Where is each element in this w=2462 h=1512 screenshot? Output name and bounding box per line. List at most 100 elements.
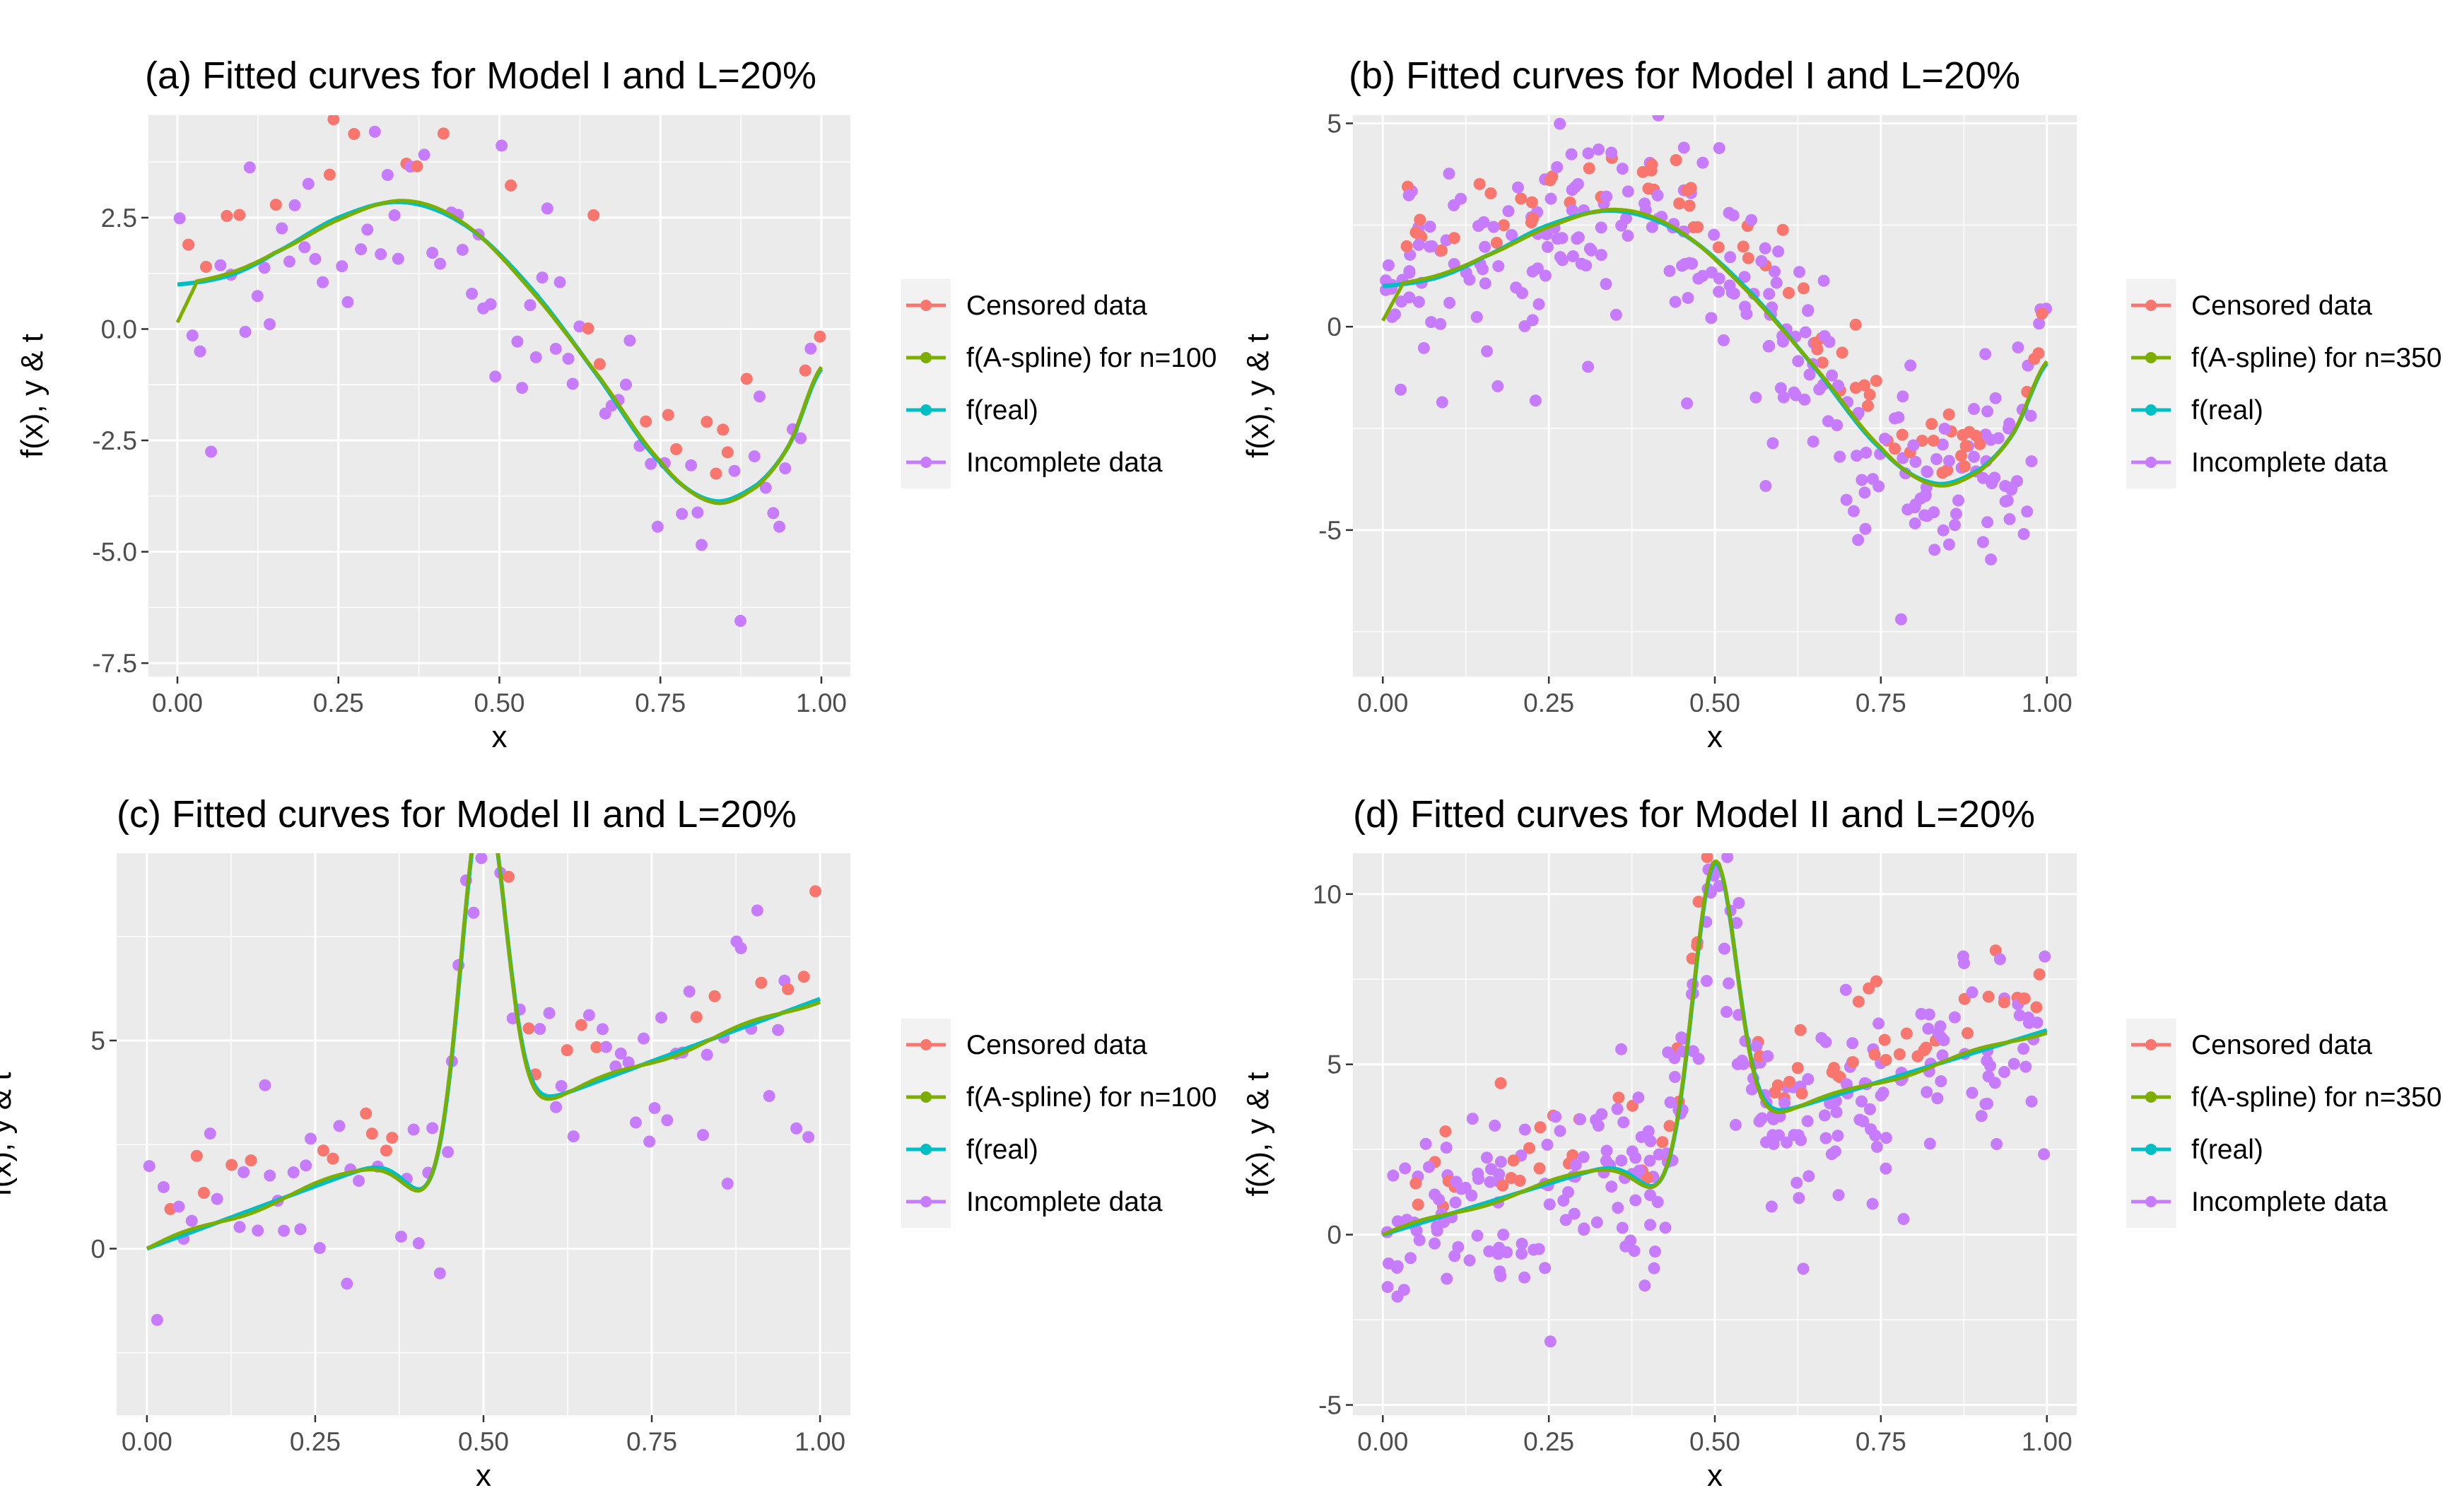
- incomplete-data-point: [2020, 1060, 2032, 1073]
- censored-data-point: [1916, 434, 1928, 447]
- incomplete-data-point: [772, 1024, 785, 1036]
- censored-data-point: [1927, 434, 1940, 447]
- incomplete-data-point: [1664, 1096, 1677, 1108]
- incomplete-data-point: [1487, 221, 1500, 233]
- y-axis-label: f(x), y & t: [1241, 334, 1275, 458]
- legend-label: Censored data: [2191, 1030, 2372, 1060]
- censored-data-point: [1836, 346, 1848, 359]
- incomplete-data-point: [1644, 1135, 1657, 1148]
- incomplete-data-point: [773, 520, 786, 533]
- incomplete-data-point: [661, 1114, 674, 1127]
- incomplete-data-point: [1497, 1229, 1510, 1241]
- incomplete-data-point: [1412, 238, 1425, 251]
- incomplete-data-point: [1830, 1106, 1843, 1118]
- censored-data-point: [1959, 440, 1972, 452]
- incomplete-data-point: [1803, 368, 1816, 381]
- incomplete-data-point: [1975, 1110, 1988, 1123]
- censored-data-point: [437, 127, 450, 140]
- incomplete-data-point: [1807, 435, 1819, 448]
- incomplete-data-point: [1643, 1154, 1656, 1167]
- censored-data-point: [690, 1011, 703, 1024]
- censored-data-point: [809, 885, 822, 898]
- incomplete-data-point: [734, 614, 747, 627]
- incomplete-data-point: [1738, 271, 1751, 283]
- y-tick-label: 0: [1327, 312, 1342, 341]
- legend-label: f(real): [2191, 395, 2263, 426]
- incomplete-data-point: [1397, 1284, 1410, 1296]
- incomplete-data-point: [1491, 380, 1504, 392]
- incomplete-data-point: [1921, 466, 1934, 479]
- incomplete-data-point: [1633, 1164, 1646, 1177]
- y-tick-label: 0.0: [101, 315, 137, 344]
- chart-title: (b) Fitted curves for Model I and L=20%: [1349, 54, 2020, 97]
- x-tick-label: 0.00: [1357, 688, 1408, 717]
- aspline-fit-line: [175, 199, 823, 505]
- incomplete-data-point: [1904, 359, 1917, 372]
- incomplete-data-point: [648, 1102, 661, 1115]
- legend-key-point: [2145, 1144, 2157, 1155]
- data-layer: [143, 853, 822, 1326]
- incomplete-data-point: [1722, 977, 1735, 990]
- censored-data-point: [1409, 1177, 1422, 1190]
- x-axis-label: x: [476, 1458, 491, 1493]
- incomplete-data-point: [1642, 1125, 1655, 1137]
- incomplete-data-point: [283, 255, 295, 268]
- legend-key-point: [920, 1039, 932, 1050]
- incomplete-data-point: [1981, 405, 1994, 418]
- incomplete-data-point: [1600, 190, 1613, 203]
- incomplete-data-point: [298, 241, 311, 254]
- incomplete-data-point: [278, 1224, 291, 1237]
- incomplete-data-point: [1765, 1200, 1778, 1213]
- incomplete-data-point: [1981, 516, 1994, 529]
- incomplete-data-point: [1578, 1222, 1590, 1235]
- censored-data-point: [411, 160, 423, 172]
- incomplete-data-point: [1539, 1262, 1552, 1274]
- censored-data-point: [365, 1127, 378, 1140]
- censored-data-point: [1863, 982, 1875, 995]
- incomplete-data-point: [1817, 274, 1830, 287]
- incomplete-data-point: [795, 432, 807, 445]
- incomplete-data-point: [511, 335, 524, 348]
- y-tick-label: 0: [1327, 1221, 1342, 1250]
- incomplete-data-point: [701, 1048, 713, 1061]
- censored-data-point: [1925, 418, 1938, 430]
- y-tick-label: 2.5: [101, 204, 137, 233]
- incomplete-data-point: [258, 262, 271, 274]
- incomplete-data-point: [567, 1130, 580, 1143]
- censored-data-point: [1626, 1099, 1639, 1112]
- incomplete-data-point: [1846, 1037, 1859, 1050]
- incomplete-data-point: [721, 1178, 734, 1190]
- incomplete-data-point: [1708, 228, 1721, 241]
- incomplete-data-point: [1480, 1151, 1493, 1164]
- legend-key-point: [920, 1144, 932, 1155]
- incomplete-data-point: [392, 252, 404, 265]
- incomplete-data-point: [1600, 1144, 1613, 1157]
- censored-data-point: [233, 209, 246, 221]
- legend-label: Incomplete data: [2191, 447, 2388, 478]
- incomplete-data-point: [1818, 330, 1831, 343]
- x-tick-label: 0.00: [152, 688, 203, 717]
- censored-data-point: [327, 1152, 339, 1165]
- incomplete-data-point: [1648, 1246, 1661, 1258]
- incomplete-data-point: [466, 287, 479, 300]
- incomplete-data-point: [1549, 1110, 1562, 1123]
- incomplete-data-point: [1792, 355, 1805, 368]
- incomplete-data-point: [1590, 1113, 1602, 1126]
- incomplete-data-point: [1544, 1335, 1557, 1348]
- legend: Censored data f(A-spline) for n=350 f(real…: [2126, 279, 2442, 488]
- incomplete-data-point: [313, 1242, 326, 1255]
- incomplete-data-point: [1931, 1092, 1944, 1105]
- incomplete-data-point: [1531, 262, 1544, 275]
- incomplete-data-point: [1554, 1125, 1566, 1137]
- censored-data-point: [197, 1187, 210, 1200]
- incomplete-data-point: [2033, 317, 2046, 330]
- incomplete-data-point: [1981, 1055, 1993, 1067]
- incomplete-data-point: [1669, 295, 1682, 308]
- legend-label: f(A-spline) for n=350: [2191, 343, 2442, 373]
- incomplete-data-point: [243, 161, 256, 174]
- incomplete-data-point: [1998, 1065, 2010, 1078]
- incomplete-data-point: [194, 345, 206, 358]
- incomplete-data-point: [1793, 266, 1806, 279]
- censored-data-point: [1646, 158, 1658, 171]
- legend-label: f(real): [2191, 1135, 2263, 1165]
